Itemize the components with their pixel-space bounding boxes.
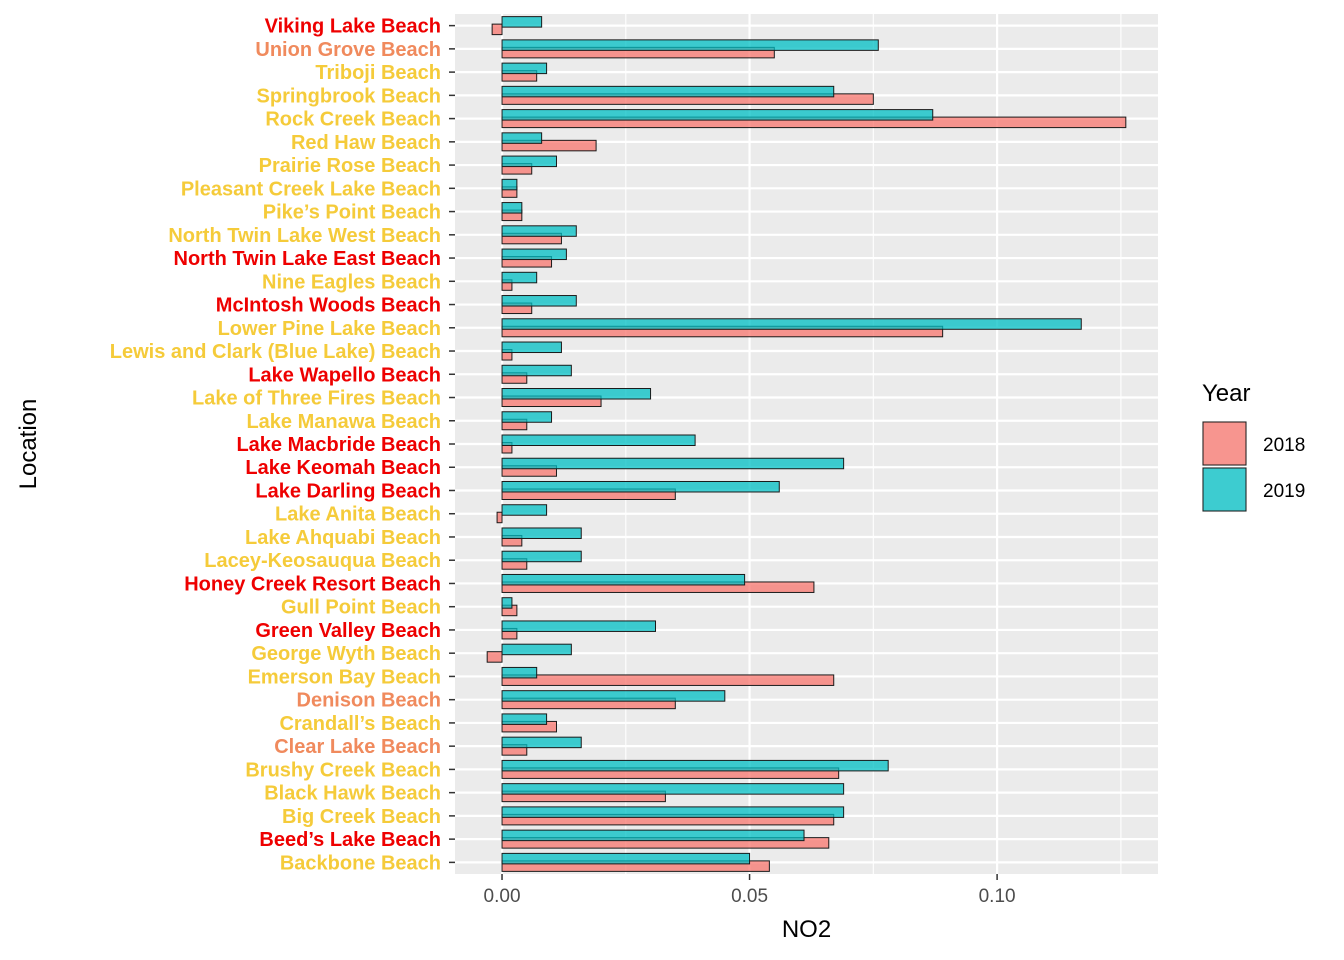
category-label: Green Valley Beach	[255, 620, 441, 642]
bar-2019	[501, 480, 780, 493]
bar-2019	[501, 620, 657, 632]
bar-2019	[501, 434, 696, 446]
legend-label: 2018	[1263, 435, 1305, 456]
legend: Year 2018 2019	[1202, 380, 1305, 512]
category-label: Springbrook Beach	[257, 85, 441, 107]
category-label: McIntosh Woods Beach	[216, 295, 441, 317]
category-label: Lower Pine Lake Beach	[218, 318, 441, 340]
bar-2019	[501, 597, 513, 609]
bar-2019	[501, 783, 845, 795]
category-label: Lake Keomah Beach	[245, 457, 441, 479]
legend-entries: 2018 2019	[1202, 421, 1305, 512]
category-label: Denison Beach	[297, 690, 441, 712]
x-tick-label: 0.10	[979, 886, 1016, 907]
bar-2018	[486, 651, 503, 663]
category-label: Brushy Creek Beach	[245, 759, 441, 781]
bar-2019	[501, 178, 518, 191]
category-label: North Twin Lake East Beach	[174, 248, 441, 270]
category-label: Clear Lake Beach	[274, 736, 441, 758]
bar-2019	[501, 225, 577, 237]
category-label: Emerson Bay Beach	[248, 666, 441, 688]
bar-2019	[501, 643, 572, 656]
bar-2019	[501, 62, 548, 75]
category-label: Lacey-Keosauqua Beach	[204, 550, 441, 572]
bar-2019	[501, 736, 582, 749]
category-label: Triboji Beach	[315, 62, 441, 84]
bar-2019	[501, 364, 572, 377]
legend-swatch	[1202, 467, 1247, 512]
legend-title: Year	[1202, 380, 1251, 407]
category-label: Lake of Three Fires Beach	[192, 388, 441, 410]
bar-2019	[501, 109, 934, 121]
bar-2019	[501, 85, 835, 98]
bar-2019	[501, 39, 879, 51]
category-label: Nine Eagles Beach	[262, 271, 441, 293]
y-axis-title: Location	[15, 399, 42, 490]
bar-2019	[501, 318, 1082, 330]
bar-2019	[501, 202, 523, 214]
bar-2018	[496, 511, 503, 524]
bar-2018	[501, 139, 597, 152]
bar-2019	[501, 759, 889, 772]
category-label: Red Haw Beach	[291, 132, 441, 154]
category-label: Lewis and Clark (Blue Lake) Beach	[110, 341, 441, 363]
bar-2019	[501, 713, 548, 725]
category-label: Honey Creek Resort Beach	[184, 573, 441, 595]
category-label: Lake Darling Beach	[255, 480, 441, 502]
category-label: George Wyth Beach	[251, 643, 441, 665]
bar-2019	[501, 295, 577, 307]
category-label: Gull Point Beach	[281, 597, 441, 619]
bar-2019	[501, 155, 557, 168]
x-tick-label: 0.00	[484, 886, 521, 907]
category-label: Prairie Rose Beach	[259, 155, 441, 177]
bar-2019	[501, 690, 726, 702]
bar-2018	[501, 674, 835, 686]
category-label: Pike’s Point Beach	[263, 202, 441, 224]
bar-2019	[501, 829, 805, 842]
x-tick-label: 0.05	[731, 886, 768, 907]
category-label: Rock Creek Beach	[265, 109, 441, 131]
category-label: Black Hawk Beach	[264, 783, 441, 805]
x-axis-title: NO2	[782, 916, 831, 943]
category-label: Backbone Beach	[280, 852, 441, 874]
bar-2019	[501, 411, 553, 423]
category-label: Lake Ahquabi Beach	[245, 527, 441, 549]
bar-2019	[501, 132, 543, 144]
category-label: Union Grove Beach	[255, 39, 441, 61]
bar-2019	[501, 666, 538, 679]
bar-2019	[501, 573, 746, 586]
category-label: Lake Anita Beach	[275, 504, 441, 526]
category-label: Viking Lake Beach	[265, 16, 441, 38]
bar-2019	[501, 248, 567, 261]
bar-2019	[501, 527, 582, 539]
category-label: North Twin Lake West Beach	[168, 225, 441, 247]
bar-2019	[501, 550, 582, 563]
legend-label: 2019	[1263, 481, 1305, 502]
bar-2019	[501, 852, 751, 865]
bar-2019	[501, 504, 548, 516]
bar-2019	[501, 16, 543, 28]
category-label: Lake Macbride Beach	[236, 434, 441, 456]
category-label: Lake Manawa Beach	[246, 411, 441, 433]
bar-2019	[501, 271, 538, 284]
bars	[486, 16, 1127, 872]
category-label: Crandall’s Beach	[279, 713, 441, 735]
category-label: Big Creek Beach	[282, 806, 441, 828]
bar-2019	[501, 341, 562, 354]
bar-2019	[501, 388, 652, 400]
legend-swatch	[1202, 421, 1247, 466]
x-axis: 0.00 0.05 0.10	[484, 874, 1016, 907]
category-label: Beed’s Lake Beach	[259, 829, 441, 851]
bar-2019	[501, 457, 845, 470]
bar-2019	[501, 806, 845, 818]
category-label: Lake Wapello Beach	[248, 364, 441, 386]
bar-2018	[491, 23, 503, 36]
category-label: Pleasant Creek Lake Beach	[181, 178, 441, 200]
